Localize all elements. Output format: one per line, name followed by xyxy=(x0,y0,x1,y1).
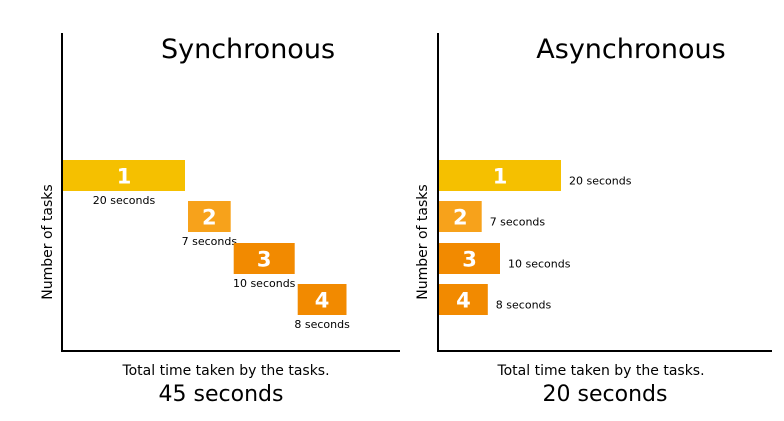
async-task-3-label: 3 xyxy=(462,248,477,272)
async-task-2-label: 2 xyxy=(453,206,468,230)
sync-task-1-label: 1 xyxy=(117,165,132,189)
async-task-1-bar xyxy=(439,160,561,191)
async-task-3-bar xyxy=(439,243,500,274)
async-task-1-duration: 20 seconds xyxy=(569,175,632,188)
async-task-4-label: 4 xyxy=(456,289,471,313)
asynchronous-total: 20 seconds xyxy=(543,382,668,407)
synchronous-total: 45 seconds xyxy=(159,382,284,407)
sync-task-2-bar xyxy=(188,201,231,232)
asynchronous-caption: Total time taken by the tasks. xyxy=(496,363,704,379)
sync-task-4-duration: 8 seconds xyxy=(294,318,350,331)
sync-task-4-label: 4 xyxy=(315,289,330,313)
asynchronous-axes xyxy=(437,33,772,352)
asynchronous-title: Asynchronous xyxy=(536,34,725,65)
asynchronous-task-bars: 1 20 seconds 2 7 seconds 3 10 seconds 4 8 secon… xyxy=(439,160,632,315)
sync-task-2-duration: 7 seconds xyxy=(182,235,238,248)
async-task-4-duration: 8 seconds xyxy=(496,299,552,312)
sync-task-1-bar xyxy=(63,160,185,191)
synchronous-title: Synchronous xyxy=(161,34,335,65)
sync-task-2-label: 2 xyxy=(202,206,217,230)
synchronous-task-bars: 1 20 seconds 2 7 seconds 3 10 seconds 4 8 secon… xyxy=(63,160,350,331)
sync-task-3-bar xyxy=(233,243,295,274)
async-task-3-duration: 10 seconds xyxy=(508,258,571,271)
sync-task-3-duration: 10 seconds xyxy=(233,277,296,290)
async-task-4-bar xyxy=(439,284,488,315)
synchronous-caption: Total time taken by the tasks. xyxy=(121,363,329,379)
async-task-2-duration: 7 seconds xyxy=(490,216,546,229)
sync-task-1-duration: 20 seconds xyxy=(93,194,156,207)
asynchronous-y-axis-label: Number of tasks xyxy=(415,184,431,299)
sync-task-3-label: 3 xyxy=(257,248,272,272)
synchronous-panel: Synchronous Number of tasks 1 20 seconds 2… xyxy=(40,33,400,407)
asynchronous-panel: Asynchronous Number of tasks 1 20 seconds… xyxy=(415,33,772,407)
synchronous-axes xyxy=(61,33,400,352)
async-task-2-bar xyxy=(439,201,482,232)
sync-task-4-bar xyxy=(297,284,347,315)
synchronous-y-axis-label: Number of tasks xyxy=(40,184,56,299)
async-task-1-label: 1 xyxy=(493,165,508,189)
